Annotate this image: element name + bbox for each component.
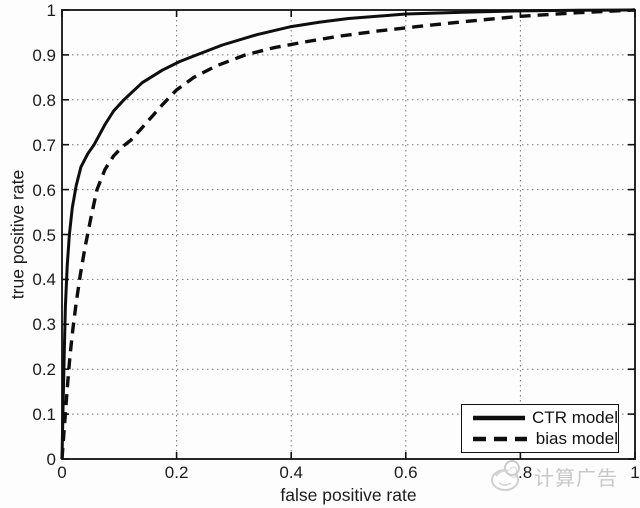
legend: CTR model bias model: [461, 404, 619, 453]
y-tick-label: 0.3: [32, 315, 56, 335]
x-tick-label: 0.6: [393, 463, 418, 482]
y-tick-label: 0: [46, 450, 56, 469]
y-tick-label: 0.6: [32, 180, 56, 200]
y-tick-label: 0.4: [32, 270, 56, 290]
roc-curve-ctr-model: [60, 8, 636, 460]
x-tick-label: 0.4: [279, 463, 304, 482]
watermark-logo-icon: [491, 460, 520, 491]
watermark: 计算广告: [489, 456, 618, 496]
legend-item-bias-model: bias model: [471, 429, 618, 449]
y-tick-label: 0.8: [32, 90, 56, 110]
y-tick-label: 0.5: [32, 225, 56, 245]
y-tick-label: 0.7: [32, 135, 56, 155]
y-tick-label: 0.9: [32, 45, 56, 65]
watermark-text: 计算广告: [534, 467, 618, 490]
y-tick-label: 0.1: [32, 405, 56, 425]
legend-label-ctr-model: CTR model: [532, 408, 618, 427]
x-tick-label: 0: [57, 463, 67, 482]
solid-line-sample-icon: [473, 415, 526, 421]
y-tick-label: 1: [46, 1, 56, 20]
y-tick-label: 0.2: [32, 360, 56, 380]
legend-label-bias-model: bias model: [535, 429, 618, 448]
roc-curve-bias-model: [60, 8, 636, 460]
x-axis-label: false positive rate: [280, 485, 417, 505]
dashed-line-sample-icon: [473, 436, 527, 442]
x-tick-label: 1: [630, 463, 640, 482]
x-tick-label: 0.2: [164, 463, 189, 482]
legend-item-ctr-model: CTR model: [471, 408, 618, 428]
